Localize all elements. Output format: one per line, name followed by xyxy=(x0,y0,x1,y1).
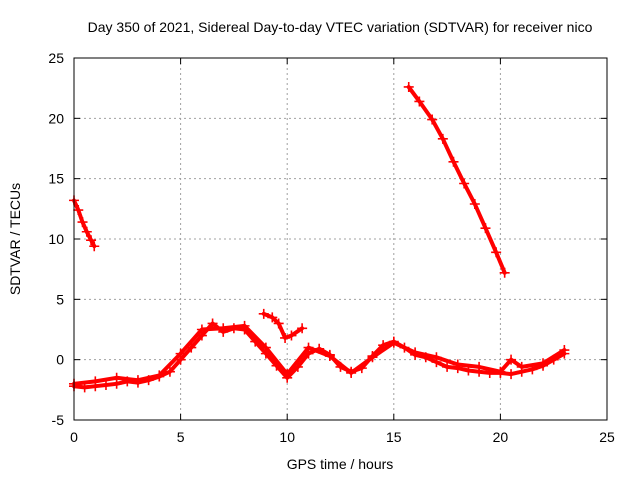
y-tick-label: 20 xyxy=(48,110,64,126)
y-tick-label: 10 xyxy=(48,231,64,247)
y-tick-label: 0 xyxy=(56,352,64,368)
data-point xyxy=(459,178,470,189)
data-point xyxy=(474,361,485,372)
data-point xyxy=(73,205,84,216)
y-tick-label: 15 xyxy=(48,171,64,187)
x-axis-label: GPS time / hours xyxy=(287,456,394,472)
series-arc-3 xyxy=(258,308,308,343)
series-arc-4b xyxy=(69,320,570,389)
data-point xyxy=(388,337,399,348)
x-tick-label: 25 xyxy=(599,429,615,445)
y-tick-label: -5 xyxy=(52,412,65,428)
x-tick-label: 10 xyxy=(279,429,295,445)
data-point xyxy=(506,354,517,365)
data-point xyxy=(258,308,269,319)
data-point xyxy=(403,81,414,92)
series-line xyxy=(406,85,507,275)
data-point xyxy=(175,348,186,359)
data-point xyxy=(111,372,122,383)
series-arc-4a xyxy=(69,318,570,393)
data-point xyxy=(516,361,527,372)
series-line xyxy=(72,323,567,386)
data-point xyxy=(77,217,88,228)
data-point xyxy=(196,324,207,335)
x-tick-label: 15 xyxy=(386,429,402,445)
data-point xyxy=(499,267,510,278)
x-tick-label: 0 xyxy=(70,429,78,445)
data-point xyxy=(154,370,165,381)
data-point xyxy=(260,342,271,353)
data-point xyxy=(267,312,278,323)
data-point xyxy=(480,223,491,234)
data-point xyxy=(81,226,92,237)
data-series xyxy=(69,81,570,393)
data-point xyxy=(442,361,453,372)
data-point xyxy=(506,369,517,380)
grid-lines xyxy=(74,58,607,420)
data-point xyxy=(491,247,502,258)
data-point xyxy=(280,332,291,343)
data-point xyxy=(346,367,357,378)
data-point xyxy=(559,345,570,356)
data-point xyxy=(207,318,218,329)
data-point xyxy=(286,330,297,341)
data-point xyxy=(410,347,421,358)
data-point xyxy=(538,358,549,369)
data-point xyxy=(218,323,229,334)
y-axis-label: SDTVAR / TECUs xyxy=(7,183,23,295)
axis-ticks: 0 5 10 15 20 25 -5 0 5 10 15 20 25 xyxy=(48,50,615,445)
data-point xyxy=(86,235,97,246)
y-tick-label: 5 xyxy=(56,291,64,307)
data-point xyxy=(90,376,101,387)
data-point xyxy=(427,114,438,125)
data-point xyxy=(89,241,100,252)
data-point xyxy=(367,352,378,363)
data-point xyxy=(239,320,250,331)
data-point xyxy=(100,380,111,391)
y-tick-label: 25 xyxy=(48,50,64,66)
data-point xyxy=(273,318,284,329)
data-point xyxy=(132,375,143,386)
data-point xyxy=(164,366,175,377)
x-tick-label: 20 xyxy=(493,429,509,445)
data-point xyxy=(495,366,506,377)
data-point xyxy=(452,359,463,370)
data-point xyxy=(303,342,314,353)
data-point xyxy=(448,156,459,167)
data-point xyxy=(431,352,442,363)
series-arc-1 xyxy=(69,195,100,252)
series-arc-2 xyxy=(403,81,510,278)
data-point xyxy=(282,369,293,380)
x-tick-label: 5 xyxy=(177,429,185,445)
data-point xyxy=(437,133,448,144)
data-point xyxy=(297,323,308,334)
data-point xyxy=(469,199,480,210)
chart-title: Day 350 of 2021, Sidereal Day-to-day VTE… xyxy=(88,19,593,35)
data-point xyxy=(414,96,425,107)
data-point xyxy=(324,351,335,362)
